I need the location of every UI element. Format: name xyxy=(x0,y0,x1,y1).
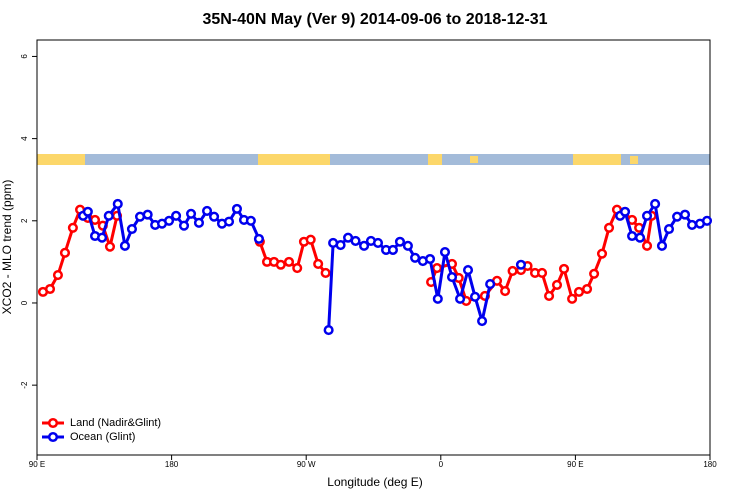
data-point xyxy=(402,240,413,251)
x-tick-label: 180 xyxy=(703,460,717,469)
data-point xyxy=(439,246,451,258)
data-point xyxy=(462,265,474,276)
plot-frame xyxy=(36,39,711,456)
data-point xyxy=(551,279,563,290)
data-point xyxy=(97,232,108,243)
data-point xyxy=(372,237,384,249)
data-point xyxy=(320,267,331,279)
data-point xyxy=(573,286,585,297)
data-point xyxy=(604,222,615,233)
data-point xyxy=(82,206,93,217)
data-point xyxy=(446,272,458,283)
data-point xyxy=(119,240,130,251)
data-point xyxy=(223,216,235,227)
data-point xyxy=(536,267,548,279)
data-point xyxy=(245,215,256,226)
data-point xyxy=(687,219,698,230)
data-point xyxy=(305,234,316,245)
data-point xyxy=(52,269,63,281)
data-point xyxy=(589,268,600,279)
x-tick-label: 180 xyxy=(165,460,179,469)
data-point xyxy=(231,203,243,214)
data-point xyxy=(650,198,661,209)
x-tick-label: 90 E xyxy=(567,460,583,469)
data-point xyxy=(387,244,398,256)
data-point xyxy=(567,293,578,304)
data-point xyxy=(582,283,593,295)
data-point xyxy=(455,293,466,304)
data-point xyxy=(313,258,324,269)
data-point xyxy=(126,223,138,235)
data-point xyxy=(164,215,175,226)
data-point xyxy=(515,259,527,270)
x-tick-label: 90 E xyxy=(29,460,45,469)
data-point xyxy=(253,233,264,244)
data-point xyxy=(469,291,481,302)
y-tick-label: 4 xyxy=(20,136,29,141)
legend-marker xyxy=(47,431,59,443)
data-point xyxy=(500,286,511,297)
data-point xyxy=(663,223,675,235)
data-point xyxy=(424,253,436,265)
data-point xyxy=(283,256,295,267)
data-point xyxy=(477,315,488,327)
data-point xyxy=(67,222,78,233)
data-point xyxy=(620,206,631,217)
y-tick-label: 2 xyxy=(20,218,29,223)
legend-label: Ocean (Glint) xyxy=(70,431,135,443)
data-point xyxy=(672,211,683,222)
data-point xyxy=(627,230,638,242)
y-tick-label: -2 xyxy=(20,381,29,389)
data-point xyxy=(193,217,205,228)
land-ocean-strip xyxy=(37,154,710,165)
x-tick-label: 90 W xyxy=(297,460,316,469)
data-point xyxy=(350,235,361,246)
data-point xyxy=(432,262,443,274)
data-point xyxy=(292,262,303,274)
y-axis-label: XCO2 - MLO trend (ppm) xyxy=(0,180,14,315)
data-point xyxy=(679,209,691,220)
legend-label: Land (Nadir&Glint) xyxy=(70,417,161,429)
data-point xyxy=(171,210,182,221)
data-point xyxy=(596,248,608,259)
data-point xyxy=(432,293,443,304)
data-point xyxy=(335,239,346,251)
y-tick-label: 6 xyxy=(20,54,29,59)
data-point xyxy=(641,210,653,221)
data-point xyxy=(558,263,570,274)
data-point xyxy=(104,241,116,252)
legend-marker xyxy=(47,417,59,429)
data-point xyxy=(185,208,197,219)
data-point xyxy=(44,283,56,295)
data-point xyxy=(485,279,496,290)
data-point xyxy=(209,211,220,222)
data-point xyxy=(507,265,518,276)
data-point xyxy=(544,290,555,302)
data-point xyxy=(201,205,213,216)
x-axis-label: Longitude (deg E) xyxy=(327,475,422,489)
y-tick-label: 0 xyxy=(20,300,29,305)
data-point xyxy=(103,210,114,221)
data-point xyxy=(701,215,713,226)
legend: Land (Nadir&Glint) Ocean (Glint) xyxy=(40,415,185,449)
x-tick-label: 0 xyxy=(439,460,444,469)
chart-title: 35N-40N May (Ver 9) 2014-09-06 to 2018-1… xyxy=(202,11,547,28)
data-point xyxy=(178,220,190,231)
data-point xyxy=(59,247,71,258)
data-point xyxy=(142,209,153,220)
data-point xyxy=(641,240,653,251)
data-point xyxy=(275,259,286,270)
data-point xyxy=(634,232,646,243)
data-point xyxy=(394,236,406,247)
data-point xyxy=(359,240,370,251)
data-point xyxy=(656,240,668,251)
data-point xyxy=(323,325,334,336)
data-point xyxy=(410,252,421,263)
data-point xyxy=(112,198,123,209)
series-line xyxy=(82,199,708,331)
